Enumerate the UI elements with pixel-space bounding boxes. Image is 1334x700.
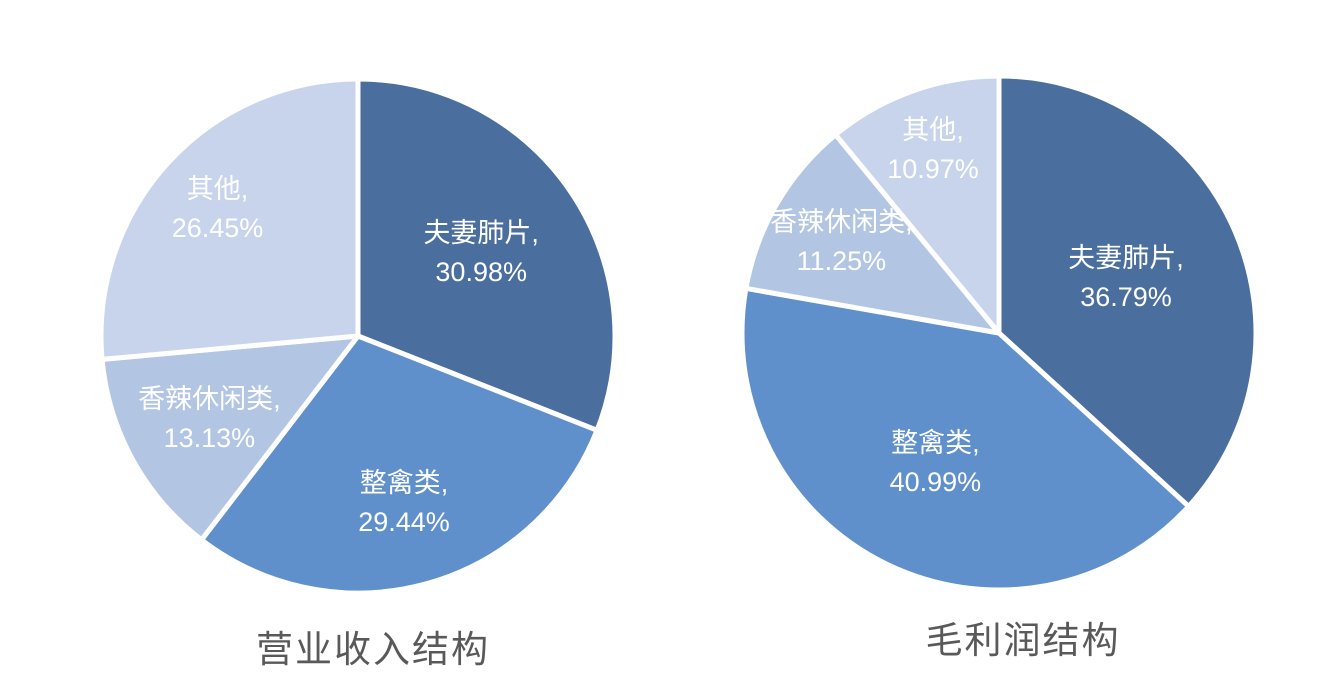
slice-label-夫妻肺片: 夫妻肺片, [1068,243,1184,273]
slice-label-整禽类: 29.44% [358,507,450,537]
slice-label-整禽类: 40.99% [890,467,982,497]
slice-label-其他: 其他, [187,174,249,204]
slice-label-整禽类: 整禽类, [891,428,980,458]
pie-slice-其他[interactable] [833,73,1002,336]
slice-label-香辣休闲类: 香辣休闲类, [138,384,281,414]
pie-slice-其他[interactable] [98,76,361,362]
pie-revenue: 夫妻肺片, 30.98% 整禽类, 29.44% 香辣休闲类, 13.13% 其他, 26.4… [98,76,618,596]
slice-label-其他: 26.45% [172,213,264,243]
chart-title-revenue: 营业收入结构 [256,629,490,670]
slice-label-香辣休闲类: 13.13% [164,423,256,453]
pie-slice-整禽类[interactable] [199,333,600,596]
slice-label-夫妻肺片: 夫妻肺片, [423,218,539,248]
chart-title-profit: 毛利润结构 [925,620,1121,661]
pie-slice-整禽类[interactable] [739,285,1192,593]
slice-label-夫妻肺片: 36.79% [1080,282,1172,312]
pie-profit: 夫妻肺片, 36.79% 整禽类, 40.99% 香辣休闲类, 11.25% 其他, 10.9… [739,73,1259,593]
slice-label-香辣休闲类: 香辣休闲类, [770,207,913,237]
pie-slice-夫妻肺片[interactable] [355,76,618,433]
pie-slice-香辣休闲类[interactable] [99,333,361,543]
slice-label-整禽类: 整禽类, [360,468,449,498]
slice-label-其他: 其他, [902,115,964,145]
slice-label-夫妻肺片: 30.98% [435,257,527,287]
pie-slice-香辣休闲类[interactable] [743,132,1002,336]
slice-label-其他: 10.97% [887,154,979,184]
slice-label-香辣休闲类: 11.25% [797,246,887,276]
pie-slice-夫妻肺片[interactable] [996,73,1259,509]
